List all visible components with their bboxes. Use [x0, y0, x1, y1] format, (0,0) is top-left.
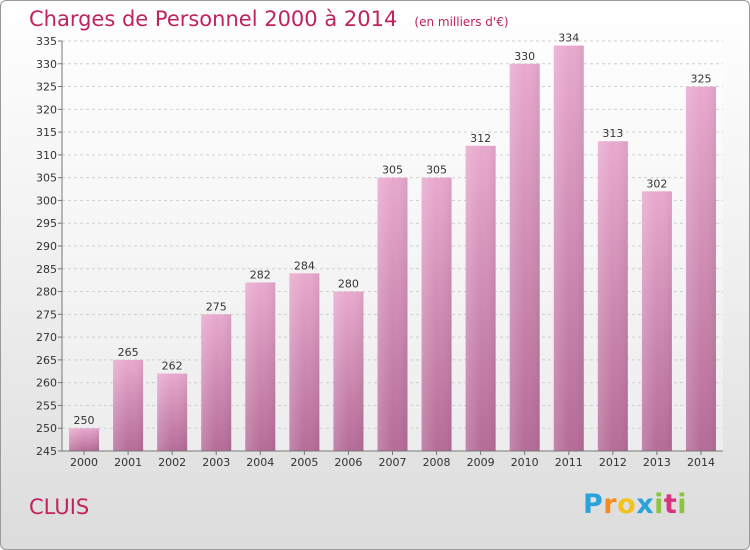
value-label: 313 [602, 127, 623, 140]
logo-letter: i [677, 489, 688, 520]
y-tick-label: 325 [36, 81, 57, 94]
x-tick-label: 2001 [114, 456, 142, 469]
x-tick-label: 2004 [246, 456, 274, 469]
value-labels: 250 265 262 275 282 284 280 305 305 312 330 334 313 3… [74, 32, 712, 428]
bar-shine [641, 191, 672, 452]
y-tick-label: 305 [36, 172, 57, 185]
logo-letter: o [617, 489, 637, 520]
bar-shine [597, 141, 628, 451]
y-tick-label: 255 [36, 399, 57, 412]
x-tick-label: 2011 [555, 456, 583, 469]
y-tick-label: 295 [36, 217, 57, 230]
x-tick-label: 2003 [202, 456, 230, 469]
bar-shine [245, 282, 276, 451]
x-tick-label: 2007 [379, 456, 407, 469]
bar-shine [333, 291, 364, 451]
bar-shine [113, 359, 144, 451]
x-tick-label: 2012 [599, 456, 627, 469]
proxiti-logo: Proxiti [583, 489, 687, 520]
x-tick-label: 2000 [70, 456, 98, 469]
bars [69, 45, 716, 452]
y-tick-label: 300 [36, 194, 57, 207]
bar-shine [421, 177, 452, 451]
logo-letter: r [603, 489, 618, 520]
x-tick-label: 2002 [158, 456, 186, 469]
value-label: 305 [382, 164, 403, 177]
y-tick-label: 245 [36, 445, 57, 458]
value-label: 262 [162, 360, 183, 373]
bar-shine [509, 63, 540, 452]
y-tick-label: 335 [36, 35, 57, 48]
x-tick-label: 2005 [290, 456, 318, 469]
y-tick-label: 250 [36, 422, 57, 435]
value-label: 330 [514, 50, 535, 63]
y-tick-label: 280 [36, 286, 57, 299]
bar-shine [201, 314, 232, 451]
x-tick-label: 2010 [511, 456, 539, 469]
x-tick-label: 2006 [334, 456, 362, 469]
logo-letter: t [663, 489, 678, 520]
axes [61, 41, 723, 455]
bar-shine [157, 373, 188, 451]
value-label: 250 [74, 414, 95, 427]
bar-shine [289, 273, 320, 451]
bar-shine [69, 428, 100, 451]
y-tick-label: 290 [36, 240, 57, 253]
value-label: 325 [690, 73, 711, 86]
x-tick-labels: 2000 2001 2002 2003 2004 2005 2006 2007 2008 2009… [70, 456, 715, 469]
chart-title: Charges de Personnel 2000 à 2014 [29, 7, 398, 31]
y-tick-label: 270 [36, 331, 57, 344]
logo-letter: P [583, 489, 604, 520]
value-label: 334 [558, 32, 579, 45]
value-label: 284 [294, 259, 315, 272]
y-tick-label: 285 [36, 263, 57, 276]
bar-shine [685, 86, 716, 452]
value-label: 305 [426, 164, 447, 177]
value-label: 280 [338, 278, 359, 291]
bar-shine [553, 45, 584, 452]
logo-letter: x [636, 489, 655, 520]
y-tick-label: 315 [36, 126, 57, 139]
bar-shine [377, 177, 408, 451]
y-tick-label: 310 [36, 149, 57, 162]
y-tick-label: 260 [36, 377, 57, 390]
value-label: 302 [646, 177, 667, 190]
value-label: 282 [250, 268, 271, 281]
title-row: Charges de Personnel 2000 à 2014 (en mil… [29, 7, 509, 31]
logo-letter: i [654, 489, 664, 520]
value-label: 265 [118, 346, 139, 359]
y-tick-label: 275 [36, 308, 57, 321]
chart-subtitle: (en milliers d'€) [414, 15, 509, 29]
value-label: 312 [470, 132, 491, 145]
x-tick-label: 2014 [687, 456, 715, 469]
x-tick-label: 2008 [423, 456, 451, 469]
x-tick-label: 2013 [643, 456, 671, 469]
y-tick-labels: 245 250 255 260 265 270 275 280 285 290 295 300 305 3… [36, 35, 57, 458]
place-name: CLUIS [29, 495, 90, 519]
y-tick-label: 330 [36, 58, 57, 71]
value-label: 275 [206, 300, 227, 313]
x-tick-label: 2009 [467, 456, 495, 469]
y-tick-label: 265 [36, 354, 57, 367]
y-tick-label: 320 [36, 103, 57, 116]
bar-shine [465, 145, 496, 451]
